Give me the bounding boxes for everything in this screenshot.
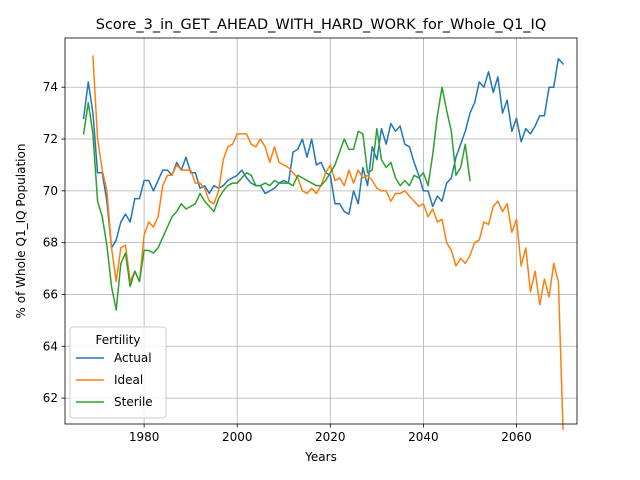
legend-label-actual: Actual — [114, 351, 152, 365]
chart-title: Score_3_in_GET_AHEAD_WITH_HARD_WORK_for_… — [96, 17, 547, 33]
y-tick-label: 68 — [43, 236, 58, 250]
legend: Fertility Actual Ideal Sterile — [69, 326, 167, 419]
legend-label-sterile: Sterile — [114, 395, 153, 409]
series-layer — [82, 55, 565, 430]
axes-frame — [64, 37, 578, 425]
legend-box — [69, 326, 167, 419]
series-line-ideal — [92, 55, 564, 430]
y-axis-ticks: 62 64 66 68 70 72 74 — [43, 80, 65, 405]
grid — [65, 38, 577, 424]
series-line-actual — [82, 57, 565, 249]
y-tick-label: 74 — [43, 80, 58, 94]
y-tick-label: 72 — [43, 132, 58, 146]
x-axis-ticks: 1980 2000 2020 2040 2060 — [129, 424, 532, 444]
legend-title: Fertility — [95, 333, 140, 347]
y-tick-label: 70 — [43, 184, 58, 198]
x-tick-label: 2000 — [222, 430, 253, 444]
x-tick-label: 2040 — [408, 430, 439, 444]
legend-label-ideal: Ideal — [114, 373, 143, 387]
y-tick-label: 64 — [43, 339, 58, 353]
y-tick-label: 66 — [43, 287, 58, 301]
series-line-sterile — [82, 86, 471, 311]
y-tick-label: 62 — [43, 391, 58, 405]
x-tick-label: 2060 — [501, 430, 532, 444]
x-tick-label: 2020 — [315, 430, 346, 444]
y-axis-label: % of Whole Q1_IQ Population — [14, 144, 28, 319]
x-axis-label: Years — [304, 450, 337, 464]
x-tick-label: 1980 — [129, 430, 160, 444]
